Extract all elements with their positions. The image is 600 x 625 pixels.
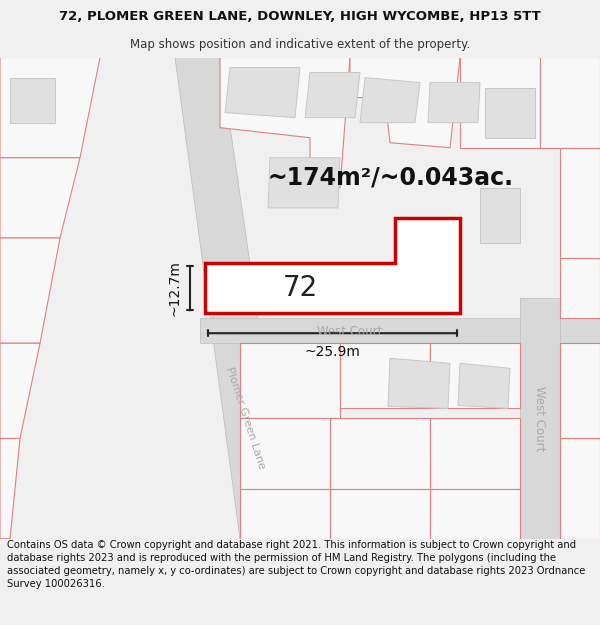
Polygon shape <box>340 343 430 408</box>
Polygon shape <box>305 72 360 118</box>
Polygon shape <box>240 419 330 489</box>
Polygon shape <box>350 58 460 148</box>
Polygon shape <box>540 58 600 148</box>
Text: West Court: West Court <box>317 325 383 338</box>
Text: Plomer Green Lane: Plomer Green Lane <box>224 366 266 471</box>
Text: ~25.9m: ~25.9m <box>305 345 361 359</box>
Polygon shape <box>220 58 350 188</box>
Polygon shape <box>0 343 40 439</box>
Polygon shape <box>240 489 330 539</box>
Polygon shape <box>428 82 480 122</box>
Text: ~174m²/~0.043ac.: ~174m²/~0.043ac. <box>267 166 513 190</box>
Polygon shape <box>560 258 600 318</box>
Polygon shape <box>0 439 20 539</box>
Polygon shape <box>460 58 540 148</box>
Polygon shape <box>480 188 520 243</box>
Polygon shape <box>0 158 80 238</box>
Polygon shape <box>330 489 430 539</box>
Text: 72, PLOMER GREEN LANE, DOWNLEY, HIGH WYCOMBE, HP13 5TT: 72, PLOMER GREEN LANE, DOWNLEY, HIGH WYC… <box>59 9 541 22</box>
Polygon shape <box>175 58 290 539</box>
Polygon shape <box>560 148 600 258</box>
Polygon shape <box>560 343 600 439</box>
Polygon shape <box>330 419 430 489</box>
Polygon shape <box>205 218 460 313</box>
Polygon shape <box>430 343 520 408</box>
Text: Contains OS data © Crown copyright and database right 2021. This information is : Contains OS data © Crown copyright and d… <box>7 540 586 589</box>
Polygon shape <box>430 419 520 489</box>
Text: ~12.7m: ~12.7m <box>168 260 182 316</box>
Polygon shape <box>360 78 420 122</box>
Polygon shape <box>560 439 600 539</box>
Polygon shape <box>0 58 100 158</box>
Polygon shape <box>485 88 535 138</box>
Polygon shape <box>200 318 600 343</box>
Polygon shape <box>430 489 520 539</box>
Polygon shape <box>10 78 55 122</box>
Polygon shape <box>520 298 560 539</box>
Polygon shape <box>240 343 340 419</box>
Polygon shape <box>268 158 340 208</box>
Text: Map shows position and indicative extent of the property.: Map shows position and indicative extent… <box>130 38 470 51</box>
Text: 72: 72 <box>283 274 317 302</box>
Polygon shape <box>388 358 450 408</box>
Text: West Court: West Court <box>533 386 547 451</box>
Polygon shape <box>225 68 300 118</box>
Polygon shape <box>0 238 60 343</box>
Polygon shape <box>458 363 510 408</box>
